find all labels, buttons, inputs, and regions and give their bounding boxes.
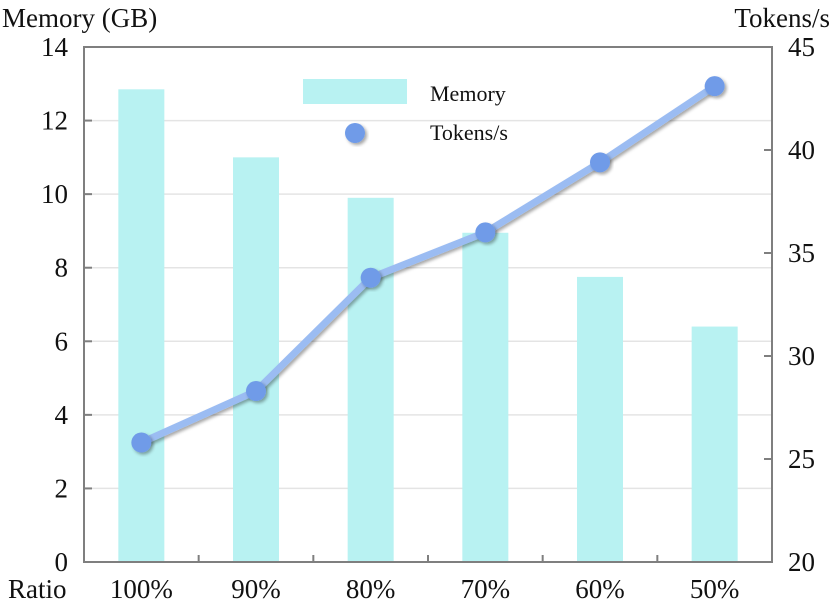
legend-label-memory: Memory xyxy=(430,81,506,106)
point-tokens xyxy=(704,76,725,97)
x-tick-label: 90% xyxy=(231,574,281,604)
right-tick-label: 25 xyxy=(788,444,815,474)
left-tick-label: 12 xyxy=(41,106,68,136)
grid-lines xyxy=(84,119,772,490)
point-tokens xyxy=(131,432,152,453)
left-tick-label: 4 xyxy=(55,400,69,430)
right-tick-label: 30 xyxy=(788,341,815,371)
left-axis-title: Memory (GB) xyxy=(2,3,157,33)
bar-series-memory xyxy=(118,89,738,563)
legend: Memory Tokens/s xyxy=(303,79,508,145)
x-tick-label: 70% xyxy=(461,574,511,604)
left-tick-label: 14 xyxy=(41,32,69,62)
bar-memory xyxy=(691,326,738,562)
right-tick-label: 40 xyxy=(788,135,815,165)
left-tick-label: 10 xyxy=(41,179,68,209)
x-tick-label: 50% xyxy=(690,574,740,604)
plot-frame xyxy=(83,46,773,563)
line-series-tokens xyxy=(131,76,725,453)
left-tick-label: 8 xyxy=(55,253,69,283)
point-tokens xyxy=(246,381,266,402)
left-tick-label: 6 xyxy=(55,326,69,356)
bar-memory xyxy=(577,276,623,562)
point-tokens xyxy=(590,152,610,173)
x-axis-labels: 100% 90% 80% 70% 60% 50% xyxy=(110,574,740,604)
legend-swatch-memory xyxy=(303,79,407,104)
point-tokens xyxy=(360,267,381,288)
right-tick-label: 35 xyxy=(788,238,815,268)
line-tokens xyxy=(139,83,717,446)
x-tick-label: 100% xyxy=(110,574,173,604)
left-axis-labels: 0 2 4 6 8 10 12 14 xyxy=(41,32,69,577)
legend-label-tokens: Tokens/s xyxy=(430,120,508,145)
x-axis-title: Ratio xyxy=(8,574,67,604)
point-tokens xyxy=(475,222,496,243)
x-tick-label: 60% xyxy=(575,574,625,604)
bar-memory xyxy=(462,232,509,562)
x-tick-label: 80% xyxy=(346,574,396,604)
axis-ticks xyxy=(84,46,772,563)
left-tick-label: 0 xyxy=(55,547,69,577)
right-tick-label: 45 xyxy=(788,32,815,62)
left-tick-label: 2 xyxy=(55,473,69,503)
bar-memory xyxy=(118,89,165,562)
bar-memory xyxy=(347,197,394,563)
right-tick-label: 20 xyxy=(788,547,815,577)
right-axis-title: Tokens/s xyxy=(734,3,830,33)
legend-swatch-tokens-marker xyxy=(345,123,365,143)
bar-memory xyxy=(233,157,279,562)
right-axis-labels: 20 25 30 35 40 45 xyxy=(788,32,815,577)
